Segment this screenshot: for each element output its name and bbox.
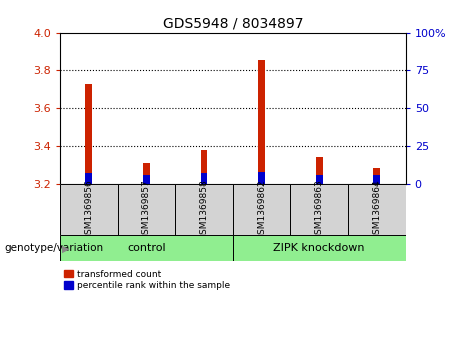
Bar xyxy=(290,184,348,236)
Bar xyxy=(85,83,92,184)
Text: GSM1369858: GSM1369858 xyxy=(200,179,208,240)
Bar xyxy=(258,172,265,184)
Bar xyxy=(60,236,233,261)
Bar xyxy=(233,236,406,261)
Bar xyxy=(60,184,118,236)
Text: genotype/variation: genotype/variation xyxy=(5,244,104,253)
Bar xyxy=(201,173,207,184)
Bar xyxy=(201,150,207,184)
Text: control: control xyxy=(127,244,165,253)
Text: GSM1369862: GSM1369862 xyxy=(257,179,266,240)
Text: GSM1369864: GSM1369864 xyxy=(372,179,381,240)
Bar xyxy=(143,163,150,184)
Title: GDS5948 / 8034897: GDS5948 / 8034897 xyxy=(163,16,303,30)
Bar xyxy=(373,175,380,184)
Bar xyxy=(316,175,323,184)
Bar xyxy=(373,168,380,184)
Bar xyxy=(85,173,92,184)
Text: ▶: ▶ xyxy=(62,244,70,253)
Text: GSM1369856: GSM1369856 xyxy=(84,179,93,240)
Bar xyxy=(175,184,233,236)
Bar xyxy=(118,184,175,236)
Text: GSM1369863: GSM1369863 xyxy=(315,179,324,240)
Text: ZIPK knockdown: ZIPK knockdown xyxy=(273,244,365,253)
Bar xyxy=(143,175,150,184)
Bar xyxy=(233,184,290,236)
Text: GSM1369857: GSM1369857 xyxy=(142,179,151,240)
Bar xyxy=(348,184,406,236)
Legend: transformed count, percentile rank within the sample: transformed count, percentile rank withi… xyxy=(65,269,230,290)
Bar xyxy=(258,60,265,184)
Bar xyxy=(316,157,323,184)
